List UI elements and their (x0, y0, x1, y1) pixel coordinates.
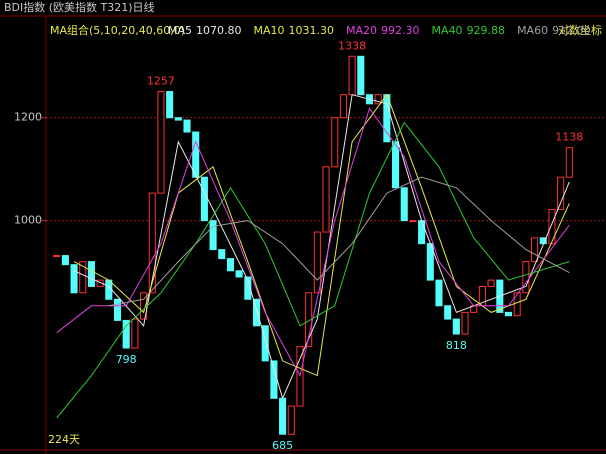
legend-name: MA10 (254, 24, 285, 37)
annotation: 1257 (147, 75, 175, 88)
annotation: 685 (272, 439, 293, 452)
candle (522, 261, 530, 294)
candle (287, 405, 295, 435)
candle (131, 318, 139, 349)
candle (53, 255, 61, 258)
candle (61, 255, 69, 266)
ma-line (108, 176, 570, 307)
legend-name: MA60 (517, 24, 548, 37)
candle (87, 261, 95, 287)
candle (96, 279, 104, 287)
ma-line (73, 93, 570, 377)
candle (305, 292, 313, 348)
candle (261, 325, 269, 362)
candle (70, 264, 78, 294)
candle (322, 166, 330, 233)
legend-value: 929.88 (467, 24, 506, 37)
candle (105, 279, 113, 300)
legend-value: 1070.80 (196, 24, 242, 37)
candle (444, 305, 452, 320)
candle (122, 319, 130, 349)
candle (557, 176, 565, 210)
annotation: 818 (446, 339, 467, 352)
candle (279, 397, 287, 435)
candle (183, 119, 191, 133)
candle (531, 237, 539, 263)
legend-name: MA40 (432, 24, 463, 37)
annotation: 798 (116, 353, 137, 366)
candle (174, 117, 182, 121)
candle (435, 279, 443, 307)
ma-line (56, 107, 570, 377)
candle (192, 131, 200, 178)
candle (452, 318, 460, 335)
candle (504, 311, 513, 317)
legend-title: MA组合(5,10,20,40,60,0) (50, 23, 185, 37)
y-tick-label: 1200 (14, 111, 42, 124)
scale-label: 对数坐标 (558, 23, 602, 37)
candle (270, 360, 278, 399)
ma-line (56, 121, 570, 419)
legend-name: MA5 (168, 24, 192, 37)
candle (357, 55, 365, 96)
title-bar (0, 0, 606, 16)
candle (218, 249, 226, 260)
candle (79, 261, 87, 294)
candle (513, 292, 521, 317)
candle (148, 192, 156, 294)
period-label: 224天 (48, 433, 80, 446)
candle (565, 147, 573, 178)
candle (244, 276, 252, 300)
candle (461, 311, 469, 335)
legend-value: 992.30 (381, 24, 420, 37)
y-tick-label: 1000 (14, 214, 42, 227)
legend-value: 912.00 (552, 24, 591, 37)
candle (418, 220, 426, 245)
legend-value: 1031.30 (289, 24, 335, 37)
candle (374, 94, 382, 105)
candle (252, 298, 261, 327)
candle (166, 91, 174, 119)
candle (548, 208, 556, 245)
candle (348, 55, 356, 96)
candle (235, 270, 243, 278)
candle (226, 258, 234, 272)
candle (313, 231, 321, 294)
legend-name: MA20 (346, 24, 377, 37)
candle (409, 220, 417, 223)
annotation: 1338 (338, 39, 366, 52)
candle (487, 279, 495, 287)
candle (400, 187, 408, 222)
candle (113, 298, 122, 321)
candle (209, 220, 217, 251)
candle (331, 117, 339, 168)
candle (339, 94, 347, 119)
chart-title: BDI指数 (欧美指数 T321)日线 (4, 0, 155, 14)
annotation: 1138 (555, 131, 583, 144)
candle (157, 91, 165, 194)
candle (392, 141, 400, 189)
candle (200, 176, 208, 222)
